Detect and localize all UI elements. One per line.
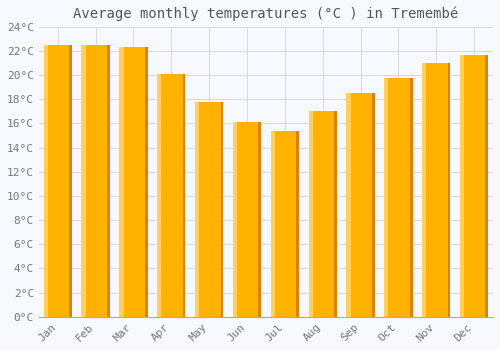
Bar xyxy=(426,63,448,317)
Bar xyxy=(350,93,372,317)
Bar xyxy=(195,102,199,317)
Bar xyxy=(69,45,72,317)
Bar xyxy=(334,111,337,317)
Bar xyxy=(460,55,464,317)
Bar xyxy=(464,55,485,317)
Bar xyxy=(313,111,334,317)
Bar xyxy=(258,122,261,317)
Bar xyxy=(220,102,224,317)
Bar xyxy=(372,93,375,317)
Bar xyxy=(237,122,258,317)
Bar xyxy=(86,45,107,317)
Bar xyxy=(296,131,299,317)
Bar xyxy=(346,93,350,317)
Bar xyxy=(275,131,296,317)
Bar xyxy=(44,45,48,317)
Bar xyxy=(48,45,69,317)
Bar xyxy=(119,47,124,317)
Bar xyxy=(410,78,412,317)
Bar xyxy=(107,45,110,317)
Bar xyxy=(162,74,182,317)
Bar xyxy=(199,102,220,317)
Bar xyxy=(233,122,237,317)
Bar xyxy=(182,74,186,317)
Bar xyxy=(384,78,388,317)
Bar xyxy=(308,111,313,317)
Bar xyxy=(270,131,275,317)
Title: Average monthly temperatures (°C ) in Tremembé: Average monthly temperatures (°C ) in Tr… xyxy=(74,7,458,21)
Bar xyxy=(82,45,86,317)
Bar xyxy=(124,47,145,317)
Bar xyxy=(157,74,162,317)
Bar xyxy=(486,55,488,317)
Bar xyxy=(388,78,410,317)
Bar xyxy=(448,63,450,317)
Bar xyxy=(145,47,148,317)
Bar xyxy=(422,63,426,317)
